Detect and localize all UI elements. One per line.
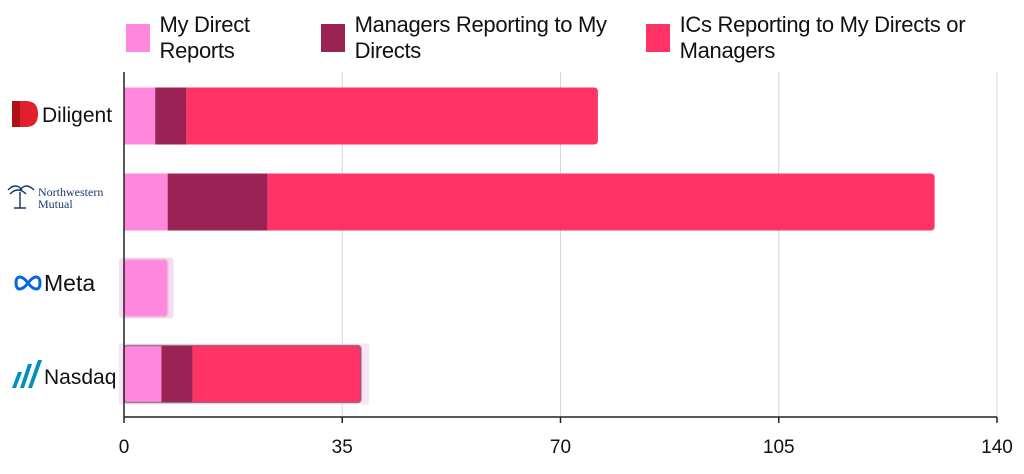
bar-diligent-series-1 — [155, 87, 187, 145]
axes — [123, 72, 998, 423]
bar-nasdaq-series-1 — [161, 345, 193, 403]
bars — [123, 87, 935, 404]
diligent-d-shade-icon — [12, 101, 20, 127]
legend: My Direct Reports Managers Reporting to … — [126, 12, 1024, 64]
x-tick-label-0: 0 — [119, 437, 130, 458]
legend-swatch-direct-reports — [126, 24, 150, 52]
infinity-icon — [14, 275, 42, 291]
logo-nasdaq-text: Nasdaq — [44, 366, 116, 389]
legend-label-managers: Managers Reporting to My Directs — [354, 12, 607, 63]
logo-northwestern-line1: Northwestern — [38, 185, 103, 199]
logo-nasdaq: Nasdaq — [12, 360, 116, 389]
bar-nasdaq-series-0 — [124, 345, 162, 403]
tick-labels: 0 35 70 105 140 — [119, 437, 1013, 458]
legend-item-direct-reports: My Direct Reports — [126, 12, 303, 64]
x-tick-label-1: 35 — [332, 437, 353, 458]
legend-item-ics: ICs Reporting to My Directs or Managers — [645, 12, 1006, 64]
logo-diligent: Diligent — [12, 101, 112, 127]
nasdaq-bars-icon — [12, 360, 42, 388]
bar-meta-series-0 — [124, 259, 168, 317]
legend-label-direct-reports: My Direct Reports — [159, 12, 251, 63]
legend-swatch-ics — [645, 24, 670, 52]
bar-northwestern-mutual-series-0 — [124, 173, 168, 231]
logo-diligent-text: Diligent — [42, 104, 112, 127]
bar-diligent-series-0 — [124, 87, 156, 145]
logo-northwestern-line2: Mutual — [38, 197, 73, 211]
x-tick-label-3: 105 — [763, 437, 795, 458]
legend-label-ics: ICs Reporting to My Directs or Managers — [679, 12, 966, 63]
bar-nasdaq-series-2 — [192, 345, 361, 403]
legend-item-managers: Managers Reporting to My Directs — [321, 12, 628, 64]
bar-northwestern-mutual-series-2 — [267, 173, 935, 231]
fountain-icon — [7, 185, 35, 209]
x-tick-label-4: 140 — [981, 437, 1013, 458]
x-tick-label-2: 70 — [550, 437, 571, 458]
logo-meta: Meta — [14, 270, 95, 296]
bar-northwestern-mutual-series-1 — [167, 173, 268, 231]
logo-northwestern-mutual: Northwestern Mutual — [7, 185, 103, 211]
bar-diligent-series-2 — [186, 87, 598, 145]
legend-swatch-managers — [321, 24, 345, 52]
logo-meta-text: Meta — [44, 270, 95, 296]
